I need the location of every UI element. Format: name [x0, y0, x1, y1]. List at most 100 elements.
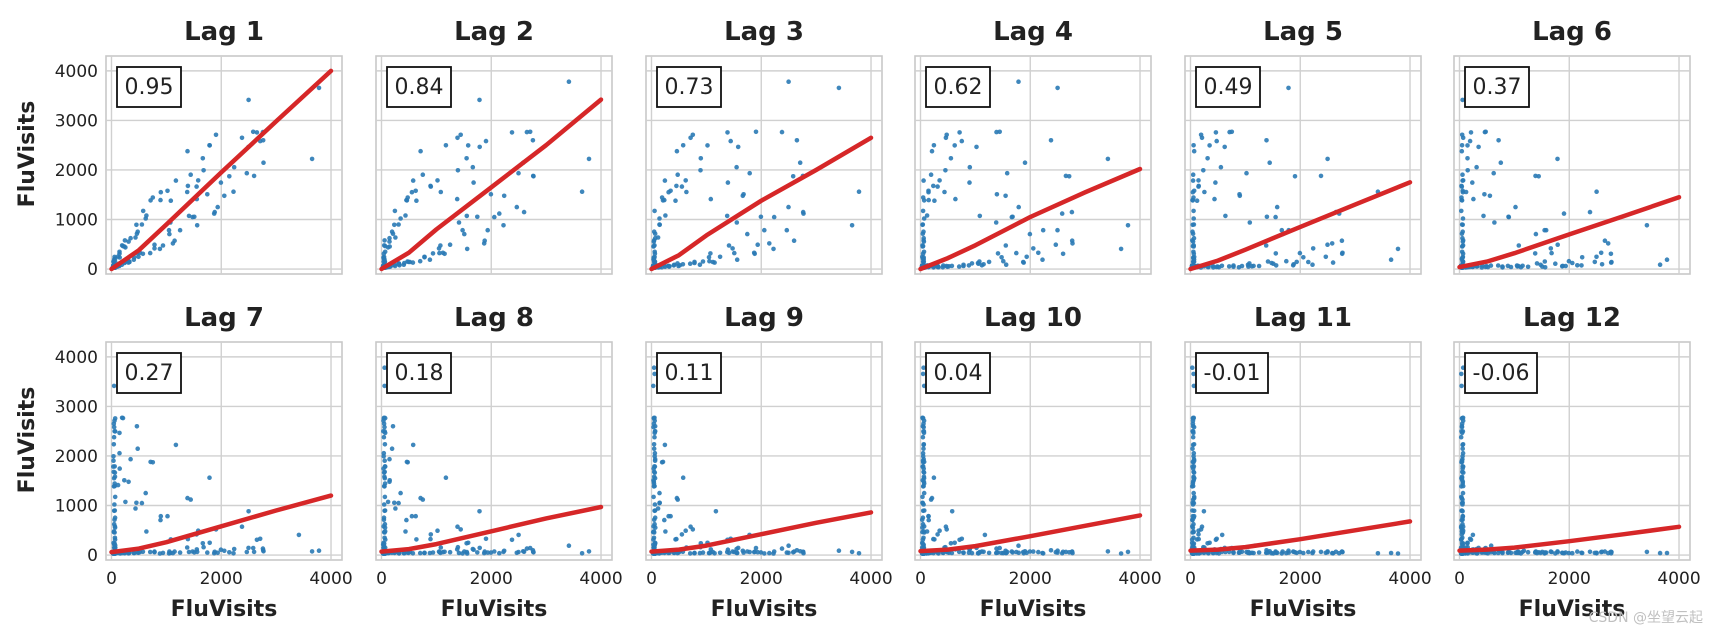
- scatter-point: [762, 227, 767, 233]
- scatter-point: [1016, 204, 1021, 210]
- scatter-point: [170, 241, 176, 246]
- scatter-point: [1459, 257, 1465, 262]
- scatter-point: [771, 246, 776, 252]
- scatter-point: [440, 250, 446, 256]
- scatter-point: [732, 250, 737, 256]
- scatter-point: [531, 174, 536, 179]
- scatter-point: [1325, 156, 1330, 162]
- subplot-lag-2: Lag 2 0.84: [375, 17, 613, 275]
- scatter-point: [708, 196, 714, 202]
- scatter-point: [735, 144, 741, 150]
- scatter-point: [1459, 424, 1465, 430]
- scatter-point: [112, 481, 117, 486]
- scatter-point: [1458, 537, 1464, 542]
- scatter-point: [1118, 246, 1124, 252]
- scatter-point: [1492, 220, 1497, 225]
- scatter-point: [382, 365, 387, 371]
- x-axis-label: FluVisits: [980, 597, 1087, 622]
- scatter-point: [753, 545, 759, 551]
- scatter-point: [1329, 550, 1335, 556]
- scatter-point: [158, 513, 164, 519]
- scatter-point: [1190, 508, 1195, 513]
- scatter-point: [1031, 246, 1036, 251]
- scatter-point: [1267, 549, 1272, 554]
- subplot-lag-11: Lag 11 0 2000 4000 FluVisits -0.01: [1184, 303, 1432, 622]
- scatter-point: [464, 156, 469, 161]
- scatter-point: [979, 263, 985, 268]
- scatter-point: [1460, 481, 1465, 486]
- scatter-point: [1218, 164, 1224, 170]
- scatter-point: [1245, 262, 1251, 268]
- scatter-point: [1599, 262, 1605, 267]
- y-axis-label-row-1: FluVisits: [15, 101, 40, 208]
- scatter-point: [1105, 156, 1111, 162]
- scatter-point: [1191, 257, 1197, 262]
- scatter-point: [849, 223, 855, 228]
- scatter-point: [1323, 254, 1329, 260]
- scatter-point: [1265, 259, 1271, 264]
- scatter-point: [1548, 246, 1554, 251]
- y-tick-label: 3000: [55, 397, 98, 417]
- scatter-point: [1223, 213, 1228, 219]
- scatter-point: [786, 204, 791, 210]
- scatter-point: [1245, 550, 1251, 556]
- scatter-point: [690, 132, 696, 138]
- scatter-point: [112, 429, 117, 434]
- y-tick-label: 2000: [55, 447, 98, 467]
- scatter-point: [1518, 264, 1524, 270]
- scatter-point: [986, 550, 992, 556]
- x-tick-label: 2000: [1279, 569, 1322, 589]
- scatter-point: [1459, 195, 1464, 200]
- subplot-lag-3: Lag 3 0.73: [645, 17, 883, 275]
- scatter-point: [921, 424, 926, 430]
- scatter-point: [697, 262, 703, 268]
- scatter-point: [713, 509, 719, 514]
- scatter-point: [1236, 265, 1242, 270]
- scatter-point: [586, 549, 592, 554]
- scatter-point: [663, 529, 668, 534]
- scatter-point: [1579, 263, 1584, 268]
- scatter-point: [492, 549, 497, 554]
- scatter-point: [218, 180, 224, 185]
- scatter-point: [464, 213, 470, 219]
- scatter-point: [975, 260, 981, 266]
- scatter-point: [126, 479, 131, 485]
- subplot-title: Lag 12: [1523, 303, 1621, 333]
- scatter-point: [147, 250, 153, 256]
- scatter-point: [652, 434, 657, 440]
- scatter-point: [173, 442, 179, 448]
- scatter-point: [708, 251, 713, 256]
- scatter-point: [136, 254, 141, 260]
- scatter-point: [1060, 251, 1066, 257]
- scatter-point: [937, 178, 942, 183]
- scatter-point: [477, 545, 483, 551]
- scatter-point: [1467, 138, 1473, 144]
- scatter-point: [767, 550, 772, 556]
- x-axis-label: FluVisits: [441, 597, 548, 622]
- scatter-point: [135, 229, 140, 234]
- scatter-point: [1465, 541, 1470, 546]
- scatter-point: [1231, 550, 1236, 556]
- scatter-point: [117, 255, 122, 260]
- scatter-point: [767, 241, 772, 246]
- scatter-point: [920, 525, 925, 530]
- scatter-point: [801, 211, 806, 216]
- scatter-point: [122, 478, 127, 483]
- scatter-point: [152, 242, 157, 247]
- scatter-point: [1256, 550, 1262, 555]
- scatter-point: [683, 178, 688, 183]
- scatter-point: [165, 188, 170, 194]
- scatter-point: [492, 214, 497, 220]
- scatter-point: [1329, 241, 1335, 246]
- correlation-value: 0.18: [395, 361, 444, 386]
- scatter-point: [1555, 242, 1560, 247]
- scatter-point: [994, 192, 1000, 197]
- scatter-point: [1201, 509, 1207, 514]
- scatter-point: [710, 259, 716, 265]
- x-tick-label: 0: [376, 569, 387, 589]
- scatter-point: [921, 216, 927, 221]
- scatter-point: [706, 550, 712, 556]
- scatter-point: [784, 227, 790, 233]
- scatter-point: [111, 529, 117, 534]
